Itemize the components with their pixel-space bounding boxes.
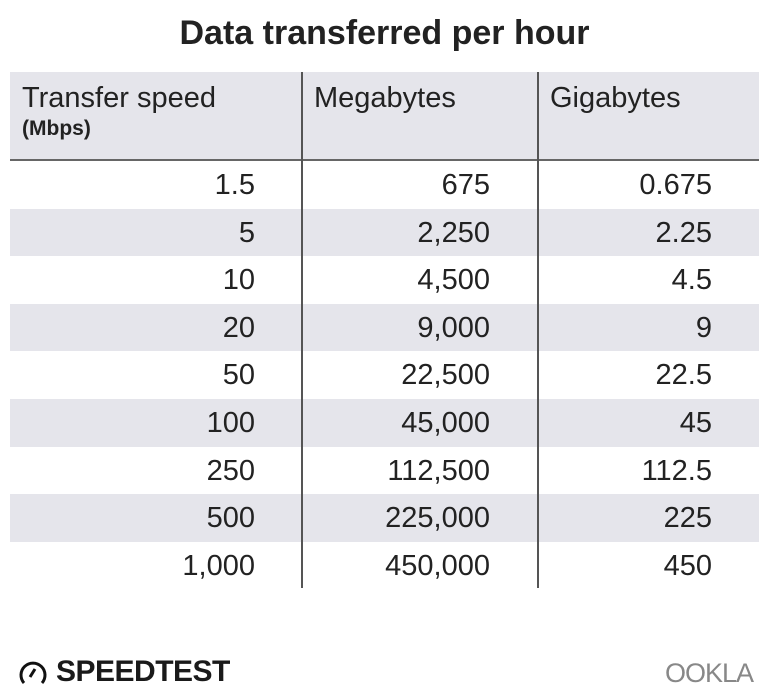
ookla-logo: OOKLA [664,658,754,688]
table-cell: 250 [206,454,255,487]
table-cell: 9 [695,311,712,344]
table-row: 1.5 675 0.675 [10,161,759,209]
table-cell: 22,500 [401,359,490,392]
table-row: 500 225,000 225 [10,494,759,542]
table-cell: 45,000 [401,406,490,439]
data-table: Transfer speed (Mbps) Megabytes Gigabytes… [10,72,759,589]
table-cell: 1.5 [214,169,255,201]
table-cell: 225 [663,502,712,535]
table-header: Transfer speed (Mbps) Megabytes Gigabytes [10,72,759,161]
table-cell: 2,250 [417,216,490,249]
table-cell: 225,000 [385,502,490,535]
table-row: 5 2,250 2.25 [10,208,759,257]
table-cell: 675 [441,169,490,201]
table-row: 100 45,000 45 [10,398,759,447]
table-row: 250 112,500 112.5 [10,447,759,495]
table-cell: 4,500 [417,264,490,297]
header-label: Transfer speed [22,82,216,114]
table-cell: 450 [663,549,712,582]
speedtest-logo: SPEEDTEST [18,655,230,689]
table-cell: 112,500 [387,454,490,487]
speedtest-logo-text: SPEEDTEST [56,655,230,688]
table-cell: 450,000 [385,549,490,582]
table-row: 1,000 450,000 450 [10,542,759,590]
table-cell: 0.675 [639,169,712,201]
table-row: 50 22,500 22.5 [10,351,759,399]
table-title: Data transferred per hour [179,14,590,52]
table-cell: 500 [206,502,255,535]
table-cell: 100 [206,406,255,439]
table-cell: 20 [222,311,255,344]
table-cell: 45 [679,406,712,439]
column-divider [537,72,539,588]
header-gigabytes: Gigabytes [550,82,681,114]
table-cell: 50 [222,359,255,392]
table-row: 20 9,000 9 [10,303,759,352]
table-cell: 4.5 [671,264,712,297]
table-cell: 22.5 [655,359,712,392]
table-cell: 112.5 [641,454,712,487]
header-megabytes: Megabytes [314,82,456,114]
column-divider [301,72,303,588]
table-cell: 1,000 [182,549,255,582]
header-transfer-speed: Transfer speed (Mbps) [22,82,216,141]
table-cell: 5 [238,216,255,249]
speedometer-icon [19,661,47,684]
table-cell: 9,000 [417,311,490,344]
header-unit: (Mbps) [22,117,91,140]
table-cell: 2.25 [655,216,712,249]
table-cell: 10 [222,264,255,297]
table-row: 10 4,500 4.5 [10,256,759,304]
